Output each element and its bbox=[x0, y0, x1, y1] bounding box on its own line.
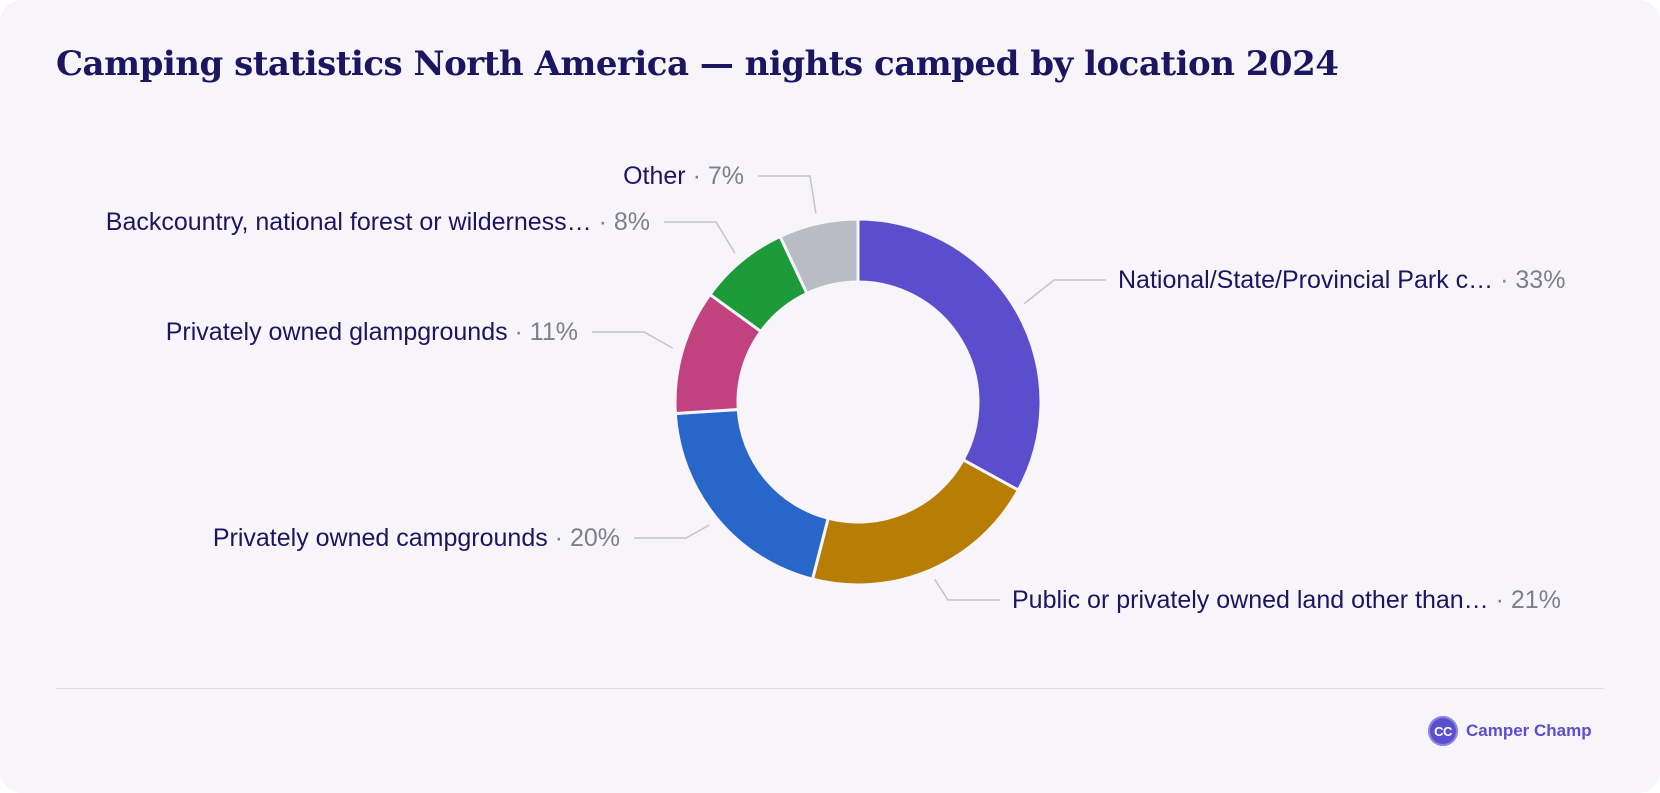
slice-label-value-4: · 8% bbox=[592, 208, 650, 236]
donut-slice-2[interactable] bbox=[673, 408, 830, 581]
camper-champ-logo-icon: CC bbox=[1428, 716, 1458, 746]
leader-line-1 bbox=[934, 578, 1000, 601]
slice-label-5: Other · 7% bbox=[623, 162, 744, 190]
leader-lines bbox=[592, 175, 1106, 601]
slice-label-name-5: Other bbox=[623, 162, 686, 190]
donut-slice-5[interactable] bbox=[778, 217, 860, 295]
footer-divider bbox=[56, 688, 1604, 689]
donut-slice-1[interactable] bbox=[810, 458, 1020, 587]
slice-label-0: National/State/Provincial Park c… · 33% bbox=[1118, 266, 1565, 294]
brand-name: Camper Champ bbox=[1466, 721, 1592, 740]
slice-label-value-2: · 20% bbox=[548, 524, 620, 552]
slice-label-name-4: Backcountry, national forest or wilderne… bbox=[106, 208, 592, 236]
slice-label-value-0: · 33% bbox=[1493, 266, 1565, 294]
slice-label-name-1: Public or privately owned land other tha… bbox=[1012, 586, 1489, 614]
donut-slice-0[interactable] bbox=[856, 217, 1043, 492]
slice-label-name-2: Privately owned campgrounds bbox=[213, 524, 548, 552]
brand-mark[interactable]: CC Camper Champ bbox=[1428, 716, 1592, 746]
leader-line-3 bbox=[592, 331, 674, 349]
leader-line-2 bbox=[634, 524, 710, 539]
slice-label-4: Backcountry, national forest or wilderne… bbox=[106, 208, 650, 236]
chart-title: Camping statistics North America — night… bbox=[56, 44, 1339, 84]
slice-label-value-3: · 11% bbox=[508, 318, 578, 346]
slice-label-2: Privately owned campgrounds · 20% bbox=[213, 524, 620, 552]
slice-label-3: Privately owned glampgrounds · 11% bbox=[166, 318, 578, 346]
leader-line-0 bbox=[1023, 279, 1106, 305]
slice-labels: National/State/Provincial Park c… · 33% P… bbox=[106, 162, 1566, 614]
slice-label-value-5: · 7% bbox=[686, 162, 744, 190]
leader-line-4 bbox=[664, 221, 736, 254]
donut-slices bbox=[673, 217, 1043, 587]
slice-label-name-0: National/State/Provincial Park c… bbox=[1118, 266, 1493, 294]
slice-label-1: Public or privately owned land other tha… bbox=[1012, 586, 1561, 614]
slice-label-name-3: Privately owned glampgrounds bbox=[166, 318, 508, 346]
slice-label-value-1: · 21% bbox=[1489, 586, 1561, 614]
leader-line-5 bbox=[758, 175, 817, 214]
